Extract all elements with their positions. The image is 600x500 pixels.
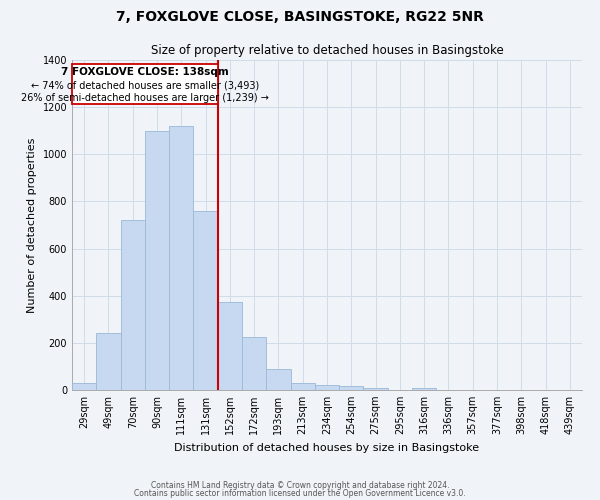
Bar [121,220,145,390]
Text: 7 FOXGLOVE CLOSE: 138sqm: 7 FOXGLOVE CLOSE: 138sqm [61,67,229,77]
Text: Contains HM Land Registry data © Crown copyright and database right 2024.: Contains HM Land Registry data © Crown c… [151,481,449,490]
Text: 26% of semi-detached houses are larger (1,239) →: 26% of semi-detached houses are larger (… [21,93,269,103]
Bar [193,211,218,390]
Text: 7, FOXGLOVE CLOSE, BASINGSTOKE, RG22 5NR: 7, FOXGLOVE CLOSE, BASINGSTOKE, RG22 5NR [116,10,484,24]
X-axis label: Distribution of detached houses by size in Basingstoke: Distribution of detached houses by size … [175,442,479,452]
Bar [145,130,169,390]
Text: Contains public sector information licensed under the Open Government Licence v3: Contains public sector information licen… [134,488,466,498]
Title: Size of property relative to detached houses in Basingstoke: Size of property relative to detached ho… [151,44,503,58]
Bar [96,334,121,390]
FancyBboxPatch shape [72,64,218,104]
Bar [266,369,290,390]
Bar [315,386,339,390]
Bar [290,383,315,390]
Bar [169,126,193,390]
Text: ← 74% of detached houses are smaller (3,493): ← 74% of detached houses are smaller (3,… [31,80,259,90]
Bar [242,337,266,390]
Bar [364,388,388,390]
Bar [339,386,364,390]
Bar [218,302,242,390]
Bar [412,388,436,390]
Bar [72,383,96,390]
Y-axis label: Number of detached properties: Number of detached properties [27,138,37,312]
